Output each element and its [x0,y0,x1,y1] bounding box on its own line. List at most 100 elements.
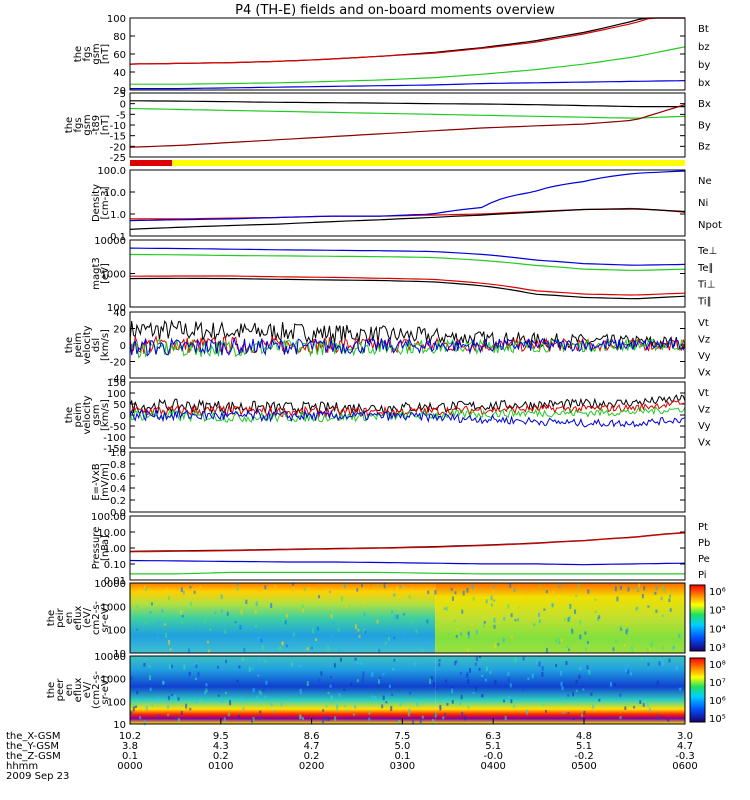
legend-Ti⊥: Ti⊥ [697,280,715,291]
spectrogram-pixel [651,641,654,646]
spectrogram-pixel [627,587,630,592]
spectrogram-pixel [633,705,636,709]
spectrogram-pixel [494,680,497,686]
spectrogram-pixel [388,636,391,641]
panel-frame [129,655,686,725]
spectrogram-pixel [359,661,362,665]
y-tick-label: 10 [113,649,126,660]
spectrogram-pixel [572,717,575,721]
spectrogram-pixel [416,701,419,707]
spectrogram-pixel [485,599,488,604]
spectrogram-pixel [493,585,496,588]
y-tick-label: 1.00 [104,544,126,555]
spectrogram-pixel [647,605,650,608]
spectrogram-pixel [433,682,436,687]
orbit-value: 0500 [571,761,596,772]
legend-Ne: Ne [698,176,712,187]
spectrogram-pixel [167,713,170,717]
spectrogram-pixel [593,608,596,612]
spectrogram-pixel [332,621,335,625]
legend-Vz: Vz [698,335,710,346]
y-axis-label: fgs [73,117,84,132]
spectrogram-pixel [577,583,580,589]
spectrogram-pixel [217,665,220,669]
y-tick-label: 100 [107,14,126,25]
orbit-value: 5.1 [576,741,592,752]
spectrogram-pixel [586,641,589,644]
spectrogram-pixel [397,595,400,600]
spectrogram-pixel [149,687,152,692]
spectrogram-pixel [627,669,630,674]
spectrogram-pixel [167,613,170,619]
spectrogram-pixel [661,585,664,589]
spectrogram-pixel [398,720,401,725]
spectrogram-pixel [438,659,441,662]
spectrogram-pixel [423,639,426,645]
spectrogram-pixel [679,687,682,691]
spectrogram-pixel [467,631,470,636]
spectrogram-pixel [567,648,570,651]
spectrogram-pixel [626,622,629,625]
spectrogram-pixel [469,668,472,673]
spectrogram-pixel [393,658,396,662]
spectrogram-pixel [189,585,192,589]
orbit-label: hhmm [6,761,38,772]
spectrogram-pixel [502,637,505,643]
spectrogram-pixel [145,706,148,711]
spectrogram-pixel [467,634,470,639]
spectrogram-pixel [669,594,672,598]
panel-p7: E=-VxB[mV/m] 1.00.80.60.40.20.0 [91,448,686,519]
y-axis-label: [km/s] [100,329,111,361]
spectrogram-pixel [264,585,267,590]
spectrogram-pixel [678,633,681,638]
spectrogram-pixel [538,612,541,618]
spectrogram-pixel [132,706,135,712]
orbit-value: 5.0 [394,741,410,752]
y-tick-label: 0.6 [110,472,126,483]
orbit-label: the_Y-GSM [6,741,59,752]
spectrogram-pixel [278,646,281,650]
spectrogram-pixel [542,701,545,706]
y-tick-label: -15 [110,132,126,143]
spectrogram-pixel [489,671,492,674]
spectrogram-pixel [660,596,663,601]
spectrogram-pixel [257,659,260,662]
spectrogram-pixel [214,611,217,614]
orbit-value: 4.7 [304,741,320,752]
spectrogram-pixel [379,701,382,705]
spectrogram-pixel [354,624,357,630]
y-tick-label: 60 [113,50,126,61]
spectrogram-pixel [446,703,449,706]
spectrogram-pixel [466,674,469,678]
y-tick-label: 0.4 [110,484,126,495]
series-line-bz [129,17,685,65]
spectrogram-pixel [459,702,462,706]
spectrogram-pixel [439,707,442,711]
spectrogram-pixel [156,697,159,702]
spectrogram-pixel [330,695,333,700]
spectrogram-pixel [358,635,361,638]
y-axis-label: (cm2-s- [91,671,102,709]
series-line-Vx [129,409,686,428]
spectrogram-pixel [639,700,642,704]
y-axis-label: gsm [91,404,102,425]
spectrogram-pixel [144,587,147,592]
spectrogram-pixel [301,604,304,610]
orbit-value: 0.1 [394,751,410,762]
spectrogram-pixel [368,711,371,715]
spectrogram-pixel [180,587,183,592]
orbit-value: 0.2 [304,751,320,762]
spectrogram-pixel [381,704,384,709]
spectrogram-pixel [229,700,232,706]
spectrogram-pixel [393,636,396,640]
spectrogram-pixel [635,608,638,611]
spectrogram-pixel [572,692,575,697]
panel-frame [129,311,686,379]
spectrogram-pixel [139,716,142,720]
series-line-Te⊥ [130,275,686,296]
spectrogram-pixel [472,596,475,601]
spectrogram-pixel [356,588,359,592]
spectrogram-pixel [322,709,325,712]
spectrogram-pixel [470,623,473,626]
